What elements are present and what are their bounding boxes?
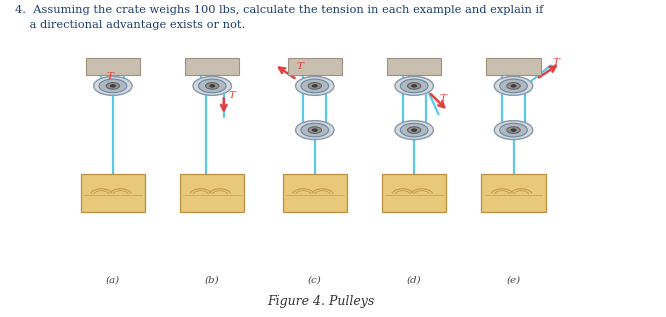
Circle shape [312, 129, 317, 131]
Circle shape [500, 79, 527, 93]
Circle shape [312, 85, 317, 87]
Circle shape [408, 83, 421, 89]
Circle shape [494, 121, 533, 139]
Text: a directional advantage exists or not.: a directional advantage exists or not. [15, 20, 245, 29]
Text: (c): (c) [308, 275, 322, 285]
Circle shape [511, 129, 516, 131]
Circle shape [111, 85, 115, 87]
Text: (e): (e) [506, 275, 521, 285]
Circle shape [308, 83, 322, 89]
Circle shape [507, 83, 520, 89]
Circle shape [296, 121, 334, 139]
Circle shape [193, 76, 232, 95]
Text: (d): (d) [407, 275, 422, 285]
Bar [283, 174, 347, 212]
Circle shape [408, 127, 421, 133]
Circle shape [94, 76, 132, 95]
Circle shape [301, 123, 328, 137]
Text: T: T [229, 91, 236, 100]
Circle shape [308, 127, 322, 133]
Circle shape [412, 85, 417, 87]
Bar [486, 57, 541, 75]
Text: (a): (a) [106, 275, 120, 285]
Text: T: T [107, 72, 113, 81]
Text: T: T [440, 94, 447, 103]
Circle shape [400, 79, 428, 93]
Circle shape [395, 121, 434, 139]
Circle shape [296, 76, 334, 95]
Bar [288, 57, 342, 75]
Bar [185, 57, 240, 75]
Bar [180, 174, 244, 212]
Bar [81, 174, 145, 212]
Bar [382, 174, 446, 212]
Circle shape [511, 85, 516, 87]
Bar [387, 57, 442, 75]
Text: (b): (b) [205, 275, 220, 285]
Circle shape [400, 123, 428, 137]
Text: 4.  Assuming the crate weighs 100 lbs, calculate the tension in each example and: 4. Assuming the crate weighs 100 lbs, ca… [15, 5, 543, 16]
Circle shape [198, 79, 226, 93]
Circle shape [206, 83, 219, 89]
Text: T: T [553, 58, 559, 68]
Circle shape [106, 83, 120, 89]
Circle shape [500, 123, 527, 137]
Text: Figure 4. Pulleys: Figure 4. Pulleys [268, 295, 375, 308]
Circle shape [99, 79, 127, 93]
Bar [86, 57, 140, 75]
Text: T: T [297, 61, 304, 71]
Circle shape [395, 76, 434, 95]
Circle shape [301, 79, 328, 93]
Circle shape [507, 127, 520, 133]
Circle shape [412, 129, 417, 131]
Circle shape [494, 76, 533, 95]
Bar [482, 174, 545, 212]
Circle shape [210, 85, 214, 87]
